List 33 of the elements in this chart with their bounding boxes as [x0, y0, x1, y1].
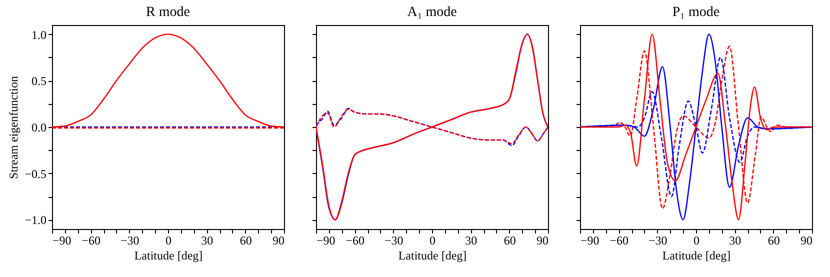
y-tick-label: −1.0 [24, 213, 46, 228]
x-tick-label: −30 [384, 234, 404, 248]
x-axis-title: Latitude [deg] [398, 248, 467, 262]
x-tick-label: −30 [120, 234, 140, 248]
x-tick-label: −90 [580, 234, 600, 248]
y-tick-label: 1.0 [32, 28, 46, 42]
x-tick-label: 0 [430, 234, 436, 248]
x-tick-label: −60 [346, 234, 365, 248]
x-tick-label: 90 [272, 234, 284, 248]
x-tick-label: 60 [240, 234, 252, 248]
chart-title: P₁ mode [672, 5, 720, 20]
x-tick-label: 0 [694, 234, 700, 248]
x-tick-label: 90 [536, 234, 548, 248]
x-tick-label: −90 [316, 234, 336, 248]
x-tick-label: 0 [166, 234, 172, 248]
x-tick-label: 60 [504, 234, 516, 248]
x-tick-label: −60 [82, 234, 101, 248]
x-tick-label: 60 [768, 234, 780, 248]
y-axis-title: Stream eigenfunction [6, 76, 21, 179]
x-tick-label: −30 [648, 234, 668, 248]
y-tick-label: 0.0 [32, 120, 46, 134]
chart-title: R mode [146, 5, 190, 20]
x-axis-title: Latitude [deg] [662, 248, 731, 262]
y-tick-label: −0.5 [24, 166, 46, 181]
x-tick-label: 30 [465, 234, 478, 248]
x-tick-label: 90 [800, 234, 812, 248]
x-tick-label: −60 [610, 234, 629, 248]
x-tick-label: −90 [52, 234, 72, 248]
chart-title: A₁ mode [407, 5, 457, 20]
x-tick-label: 30 [201, 234, 214, 248]
y-tick-label: 0.5 [32, 74, 46, 88]
x-tick-label: 30 [729, 234, 742, 248]
x-axis-title: Latitude [deg] [134, 248, 203, 262]
